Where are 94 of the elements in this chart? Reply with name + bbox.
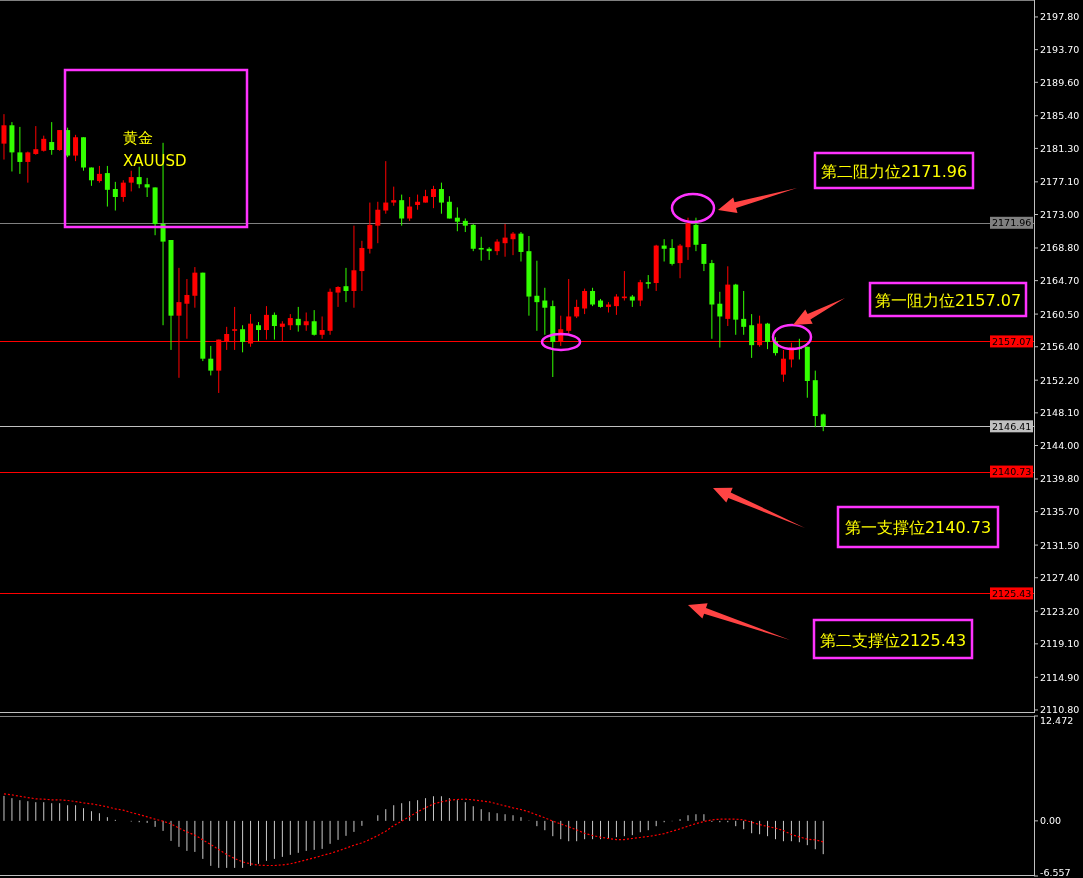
- y-tick-label: 2185.40: [1040, 110, 1080, 122]
- candlestick: [518, 231, 524, 263]
- candlestick: [136, 166, 142, 189]
- candlestick: [566, 278, 572, 334]
- candlestick: [319, 315, 325, 340]
- candlestick: [311, 309, 317, 337]
- y-tick-label: 2177.10: [1040, 176, 1080, 188]
- candlestick: [780, 349, 786, 383]
- candlestick: [192, 266, 198, 309]
- candlestick: [73, 134, 79, 162]
- candlestick: [765, 322, 771, 350]
- candlestick: [112, 181, 118, 212]
- candlestick: [613, 293, 619, 316]
- y-tick-label: 2110.80: [1040, 704, 1080, 715]
- candlestick: [49, 121, 55, 156]
- candlestick: [534, 260, 540, 332]
- candlestick: [438, 182, 444, 215]
- y-tick-label: 2164.70: [1040, 275, 1080, 287]
- candlestick: [430, 185, 436, 209]
- candlestick: [208, 345, 214, 376]
- candlestick: [391, 186, 397, 207]
- candlestick: [343, 267, 349, 303]
- candlestick: [383, 160, 389, 215]
- annotation: 黄金: [123, 129, 153, 147]
- candlestick: [454, 206, 460, 232]
- candlestick: [701, 243, 707, 272]
- ref-line-label: 2140.73: [992, 466, 1032, 478]
- candlestick: [478, 236, 484, 262]
- candlestick: [295, 306, 301, 333]
- candlestick: [33, 125, 39, 156]
- y-tick-label: 0.00: [1040, 815, 1062, 827]
- ref-line-label: 2171.96: [992, 217, 1032, 229]
- candlestick: [104, 165, 110, 208]
- candlestick: [240, 324, 246, 353]
- candlestick: [144, 177, 150, 198]
- y-tick-label: 2148.10: [1040, 407, 1080, 419]
- y-tick-label: 2197.80: [1040, 11, 1080, 23]
- candlestick: [542, 287, 548, 336]
- candlestick: [590, 287, 596, 307]
- y-tick-label: 2127.40: [1040, 572, 1080, 584]
- candlestick: [637, 279, 643, 307]
- y-tick-label: 12.472: [1040, 715, 1074, 726]
- annotation: 第二阻力位2171.96: [820, 162, 968, 181]
- annotation: 第一阻力位2157.07: [874, 291, 1022, 310]
- y-tick-label: 2193.70: [1040, 44, 1080, 56]
- y-tick-label: 2144.00: [1040, 440, 1080, 452]
- y-tick-label: 2168.80: [1040, 242, 1080, 254]
- candlestick: [303, 311, 309, 332]
- y-tick-label: 2131.50: [1040, 539, 1080, 551]
- annotation: XAUUSD: [123, 152, 187, 170]
- candlestick: [399, 194, 405, 227]
- candlestick: [1, 113, 7, 161]
- candlestick: [470, 223, 476, 252]
- candlestick: [271, 311, 277, 341]
- ref-line-label: 2157.07: [992, 335, 1032, 347]
- ref-line-label: 2146.41: [992, 420, 1032, 432]
- y-tick-label: 2139.80: [1040, 473, 1080, 485]
- y-tick-label: 2181.30: [1040, 142, 1080, 154]
- candlestick: [574, 299, 580, 319]
- y-tick-label: 2189.60: [1040, 76, 1080, 88]
- y-tick-label: 2123.20: [1040, 605, 1080, 617]
- y-tick-label: 2119.10: [1040, 638, 1080, 650]
- candlestick: [661, 238, 667, 263]
- y-tick-label: 2152.20: [1040, 374, 1080, 386]
- candlestick: [407, 196, 413, 222]
- candlestick: [685, 217, 691, 261]
- y-tick-label: 2160.50: [1040, 308, 1080, 320]
- candlestick: [57, 129, 63, 152]
- y-tick-label: -6.557: [1040, 867, 1071, 878]
- candlestick: [669, 238, 675, 266]
- y-tick-label: 2156.40: [1040, 341, 1080, 353]
- candlestick: [717, 291, 723, 349]
- y-tick-label: 2173.00: [1040, 209, 1080, 221]
- y-tick-label: 2114.90: [1040, 671, 1080, 683]
- candlestick: [17, 126, 23, 175]
- candlestick: [184, 278, 190, 340]
- candlestick: [677, 243, 683, 279]
- candlestick: [749, 313, 755, 359]
- candlestick: [25, 151, 31, 184]
- candlestick: [359, 240, 365, 292]
- candlestick: [351, 225, 357, 309]
- candlestick: [693, 217, 699, 252]
- y-tick-label: 2135.70: [1040, 506, 1080, 518]
- ref-line-label: 2125.43: [992, 587, 1032, 599]
- candlestick: [335, 285, 341, 308]
- candlestick: [375, 201, 381, 244]
- candlestick: [128, 170, 134, 192]
- annotation: 第二支撑位2125.43: [819, 631, 967, 650]
- candlestick: [367, 202, 373, 255]
- candlestick: [741, 290, 747, 336]
- candlestick: [120, 179, 126, 203]
- annotation: 第一支撑位2140.73: [844, 518, 992, 537]
- candlestick: [582, 288, 588, 315]
- candlestick: [256, 321, 261, 342]
